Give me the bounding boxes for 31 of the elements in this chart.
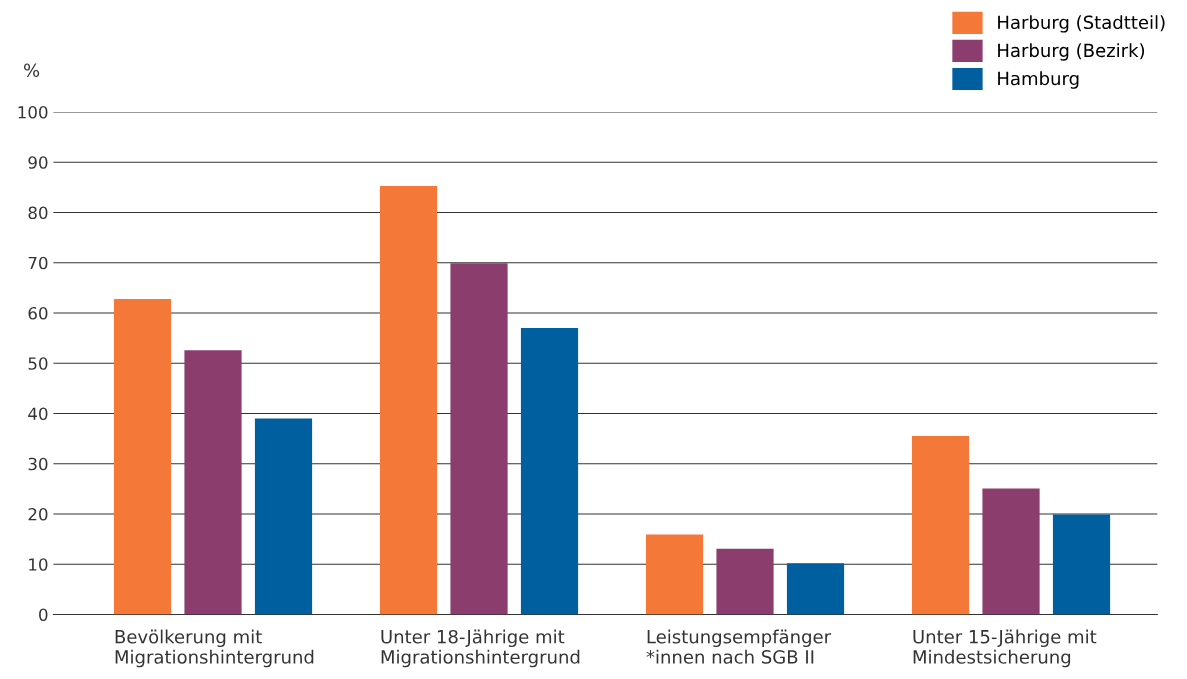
bar xyxy=(184,350,242,615)
x-tick-label: Bevölkerung mit Migrationshintergrund xyxy=(115,629,314,668)
legend-label: Harburg (Stadtteil) xyxy=(998,15,1165,33)
bar xyxy=(716,548,774,615)
bar xyxy=(254,418,313,615)
y-tick-label: 40 xyxy=(28,407,48,421)
x-tick-label: Unter 15-Jährige mit Mindestsicherung xyxy=(913,629,1097,668)
bar xyxy=(113,298,172,615)
x-tick-label: Unter 18-Jährige mit Migrationshintergrund xyxy=(381,629,580,668)
y-tick-label: 0 xyxy=(39,608,48,622)
y-tick-label: 30 xyxy=(28,457,48,471)
bar xyxy=(645,534,704,615)
x-tick-label: Leistungsempfänger *innen nach SGB II xyxy=(646,629,832,664)
bar xyxy=(1052,514,1111,615)
y-axis-title: % xyxy=(24,63,40,78)
y-tick-label: 70 xyxy=(28,256,48,270)
y-tick-label: 60 xyxy=(28,306,48,320)
bar xyxy=(786,563,845,615)
y-tick-label: 20 xyxy=(28,507,48,521)
legend-label: Harburg (Bezirk) xyxy=(998,43,1145,61)
y-tick-label: 100 xyxy=(18,106,48,119)
bar xyxy=(379,185,438,615)
bar xyxy=(450,263,508,615)
y-tick-label: 50 xyxy=(28,357,48,370)
y-tick-label: 10 xyxy=(29,558,48,571)
y-tick-label: 80 xyxy=(28,206,48,220)
bar xyxy=(520,328,579,615)
bar xyxy=(982,488,1040,615)
bar xyxy=(911,436,970,615)
legend-label: Hamburg xyxy=(998,71,1079,89)
y-tick-label: 90 xyxy=(28,156,48,169)
